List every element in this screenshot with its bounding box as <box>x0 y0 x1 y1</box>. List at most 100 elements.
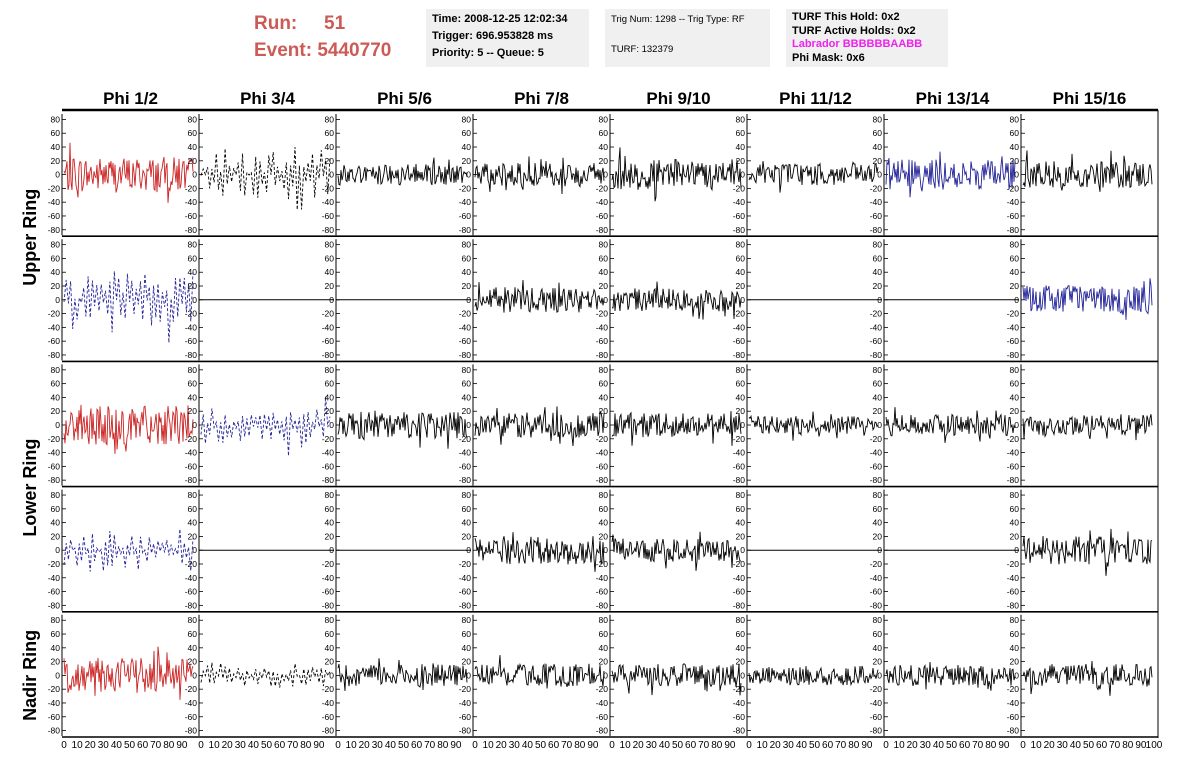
y-tick-label: 20 <box>1010 657 1020 667</box>
y-tick-label: 20 <box>188 531 198 541</box>
y-tick-label: 0 <box>466 170 471 180</box>
y-tick-label: -20 <box>322 183 335 193</box>
x-tick-label: 90 <box>861 740 873 751</box>
y-tick-label: -20 <box>185 559 198 569</box>
y-tick-label: 40 <box>873 392 883 402</box>
x-tick-label: 80 <box>1122 740 1134 751</box>
y-tick-label: 0 <box>603 420 608 430</box>
x-tick-label: 40 <box>796 740 808 751</box>
y-tick-label: -80 <box>48 350 61 360</box>
y-tick-label: 40 <box>599 142 609 152</box>
waveform-trace <box>1022 660 1153 696</box>
waveform-trace <box>200 662 331 688</box>
y-tick-label: 20 <box>599 281 609 291</box>
y-tick-label: -20 <box>459 684 472 694</box>
y-tick-label: 40 <box>188 643 198 653</box>
y-tick-label: 80 <box>325 490 335 500</box>
x-tick-label: 30 <box>98 740 110 751</box>
y-tick-label: 80 <box>188 615 198 625</box>
y-tick-label: -80 <box>870 600 883 610</box>
x-tick-label: 50 <box>398 740 410 751</box>
y-tick-label: 20 <box>188 406 198 416</box>
y-tick-label: 60 <box>462 253 472 263</box>
y-tick-label: 40 <box>873 142 883 152</box>
y-tick-label: -60 <box>1007 587 1020 597</box>
y-tick-label: 20 <box>51 657 61 667</box>
waveform-trace <box>1022 150 1153 192</box>
waveform-trace <box>200 396 331 456</box>
y-tick-label: 80 <box>736 365 746 375</box>
waveform-trace <box>63 404 194 454</box>
y-tick-label: -40 <box>596 322 609 332</box>
y-tick-label: -60 <box>733 587 746 597</box>
y-tick-label: -60 <box>733 712 746 722</box>
y-tick-label: -40 <box>322 698 335 708</box>
y-tick-label: -60 <box>48 587 61 597</box>
y-tick-label: -40 <box>733 322 746 332</box>
y-tick-label: 20 <box>736 156 746 166</box>
y-tick-label: 0 <box>877 170 882 180</box>
column-header: Phi 11/12 <box>779 89 852 108</box>
x-tick-label: 80 <box>574 740 586 751</box>
y-tick-label: 0 <box>1014 295 1019 305</box>
y-tick-label: -80 <box>185 726 198 736</box>
y-tick-label: -60 <box>322 461 335 471</box>
y-tick-label: 40 <box>736 267 746 277</box>
y-tick-label: 20 <box>873 657 883 667</box>
y-tick-label: 80 <box>1010 240 1020 250</box>
y-tick-label: 80 <box>599 615 609 625</box>
x-tick-label: 70 <box>972 740 984 751</box>
y-tick-label: 0 <box>55 420 60 430</box>
y-tick-label: 0 <box>192 170 197 180</box>
y-tick-label: 80 <box>51 240 61 250</box>
y-tick-label: 40 <box>51 518 61 528</box>
y-tick-label: -80 <box>48 600 61 610</box>
run-value: 51 <box>324 13 346 34</box>
y-tick-label: 80 <box>599 365 609 375</box>
y-tick-label: 40 <box>462 267 472 277</box>
y-tick-label: 40 <box>1010 392 1020 402</box>
y-tick-label: 20 <box>736 406 746 416</box>
y-tick-label: 0 <box>603 295 608 305</box>
y-tick-label: 0 <box>55 170 60 180</box>
y-tick-label: 80 <box>1010 114 1020 124</box>
y-tick-label: 20 <box>1010 531 1020 541</box>
waveform-trace <box>63 142 194 203</box>
x-tick-label: 100 <box>1146 740 1163 751</box>
x-tick-label: 0 <box>198 740 204 751</box>
waveform-trace <box>63 529 194 572</box>
waveform-panel: 80 60 40 20 0 -20 -40 -60 -80 <box>459 364 610 488</box>
run-label: Run: <box>254 13 298 34</box>
y-tick-label: -40 <box>185 448 198 458</box>
y-tick-label: 60 <box>736 504 746 514</box>
y-tick-label: -60 <box>1007 712 1020 722</box>
x-tick-label: 20 <box>222 740 234 751</box>
time-info-box: Time: 2008-12-25 12:02:34 Trigger: 696.9… <box>426 9 589 67</box>
y-tick-label: 0 <box>740 295 745 305</box>
y-tick-label: -60 <box>596 211 609 221</box>
waveform-panel: 80 60 40 20 0 -20 -40 -60 -80 <box>322 489 473 613</box>
y-tick-label: -40 <box>322 448 335 458</box>
y-tick-label: -60 <box>322 211 335 221</box>
y-tick-label: -20 <box>185 309 198 319</box>
x-tick-label: 40 <box>111 740 123 751</box>
y-tick-label: 20 <box>873 281 883 291</box>
y-tick-label: 40 <box>599 267 609 277</box>
y-tick-label: -80 <box>459 726 472 736</box>
y-tick-label: -20 <box>322 309 335 319</box>
waveform-panel: 80 60 40 20 0 -20 -40 -60 -80 <box>48 114 199 237</box>
y-tick-label: 60 <box>325 629 335 639</box>
y-tick-label: -80 <box>48 726 61 736</box>
waveform-panel: 80 60 40 20 0 -20 -40 -60 -80 <box>596 489 747 613</box>
waveform-panel: 80 60 40 20 0 -20 -40 -60 -80 <box>1007 489 1158 613</box>
y-tick-label: 0 <box>1014 545 1019 555</box>
y-tick-label: -60 <box>870 336 883 346</box>
ring-label: Upper Ring <box>20 189 40 286</box>
y-tick-label: 80 <box>462 114 472 124</box>
waveform-panel: 80 60 40 20 0 -20 -40 -60 -80 <box>596 364 747 488</box>
y-tick-label: 80 <box>325 365 335 375</box>
y-tick-label: 0 <box>1014 670 1019 680</box>
y-tick-label: -20 <box>870 434 883 444</box>
y-tick-label: -60 <box>459 211 472 221</box>
